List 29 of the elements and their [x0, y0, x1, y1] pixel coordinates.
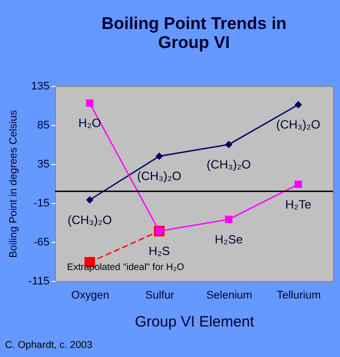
- point: [294, 180, 302, 188]
- y-axis-title: Boiling Point in degrees Celsius: [7, 110, 20, 258]
- x-tick-label: Selenium: [206, 290, 252, 302]
- point: [294, 101, 302, 108]
- annotation: H₂S: [148, 244, 170, 258]
- annotation: H₂Se: [214, 232, 244, 246]
- annotation: H₂O: [78, 116, 102, 130]
- y-tick-label: 85: [37, 120, 50, 132]
- y-tick-label: -115: [28, 276, 50, 288]
- annotation: H₂Te: [285, 197, 312, 212]
- annotation: (CH₃)₂O: [137, 169, 182, 184]
- point: [86, 99, 94, 107]
- y-tick-label: -15: [34, 198, 50, 210]
- x-tick-label: Tellurium: [276, 290, 321, 302]
- x-tick-label: Sulfur: [145, 290, 174, 302]
- x-tick-label: Oxygen: [71, 290, 110, 302]
- point: [156, 152, 163, 160]
- annotation: (CH₃)₂O: [276, 118, 320, 132]
- x-axis-title: Group VI Element: [134, 314, 255, 330]
- annotation: (CH₃)₂O: [68, 212, 112, 227]
- point: [86, 196, 94, 204]
- y-tick-label: 135: [31, 80, 50, 92]
- annotation: (CH₃)₂O: [206, 158, 251, 172]
- y-tick-label: 35: [37, 158, 50, 170]
- text: C. Ophardt, c. 2003: [5, 340, 93, 351]
- annotation: Extrapolated "ideal" for H₂O: [67, 262, 184, 273]
- y-tick-label: -65: [34, 236, 50, 248]
- point: [225, 216, 232, 224]
- chart-title: Boiling Point Trends in Group VI: [101, 14, 287, 52]
